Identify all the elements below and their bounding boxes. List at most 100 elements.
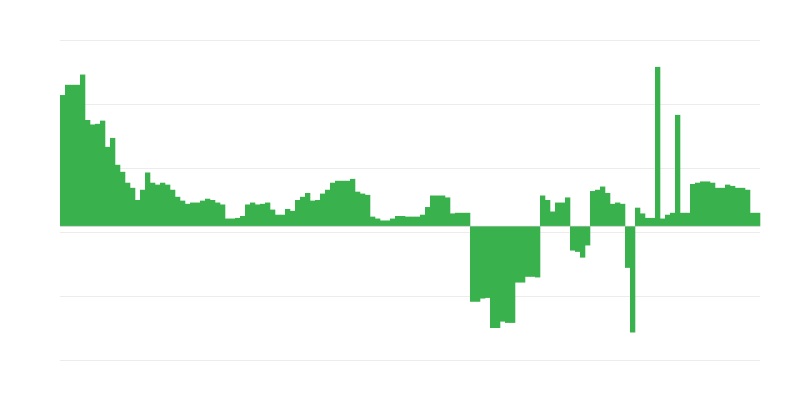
bar — [155, 184, 161, 227]
bar — [695, 182, 701, 227]
bar — [680, 212, 686, 227]
bar — [300, 196, 306, 227]
bars — [60, 66, 761, 333]
bar — [70, 84, 76, 227]
bar — [660, 218, 666, 227]
bar — [380, 220, 386, 227]
bar — [90, 124, 96, 227]
bar — [95, 123, 101, 227]
bar — [720, 187, 726, 227]
bar — [400, 216, 406, 227]
bar — [175, 196, 181, 227]
bar — [275, 214, 281, 227]
bar — [370, 216, 376, 227]
bar — [500, 226, 506, 322]
bar — [60, 95, 66, 227]
bar — [135, 200, 141, 227]
bar — [350, 178, 356, 227]
bar — [705, 181, 711, 227]
bar — [315, 200, 321, 227]
bar — [620, 203, 626, 227]
bar — [480, 226, 486, 299]
bar — [335, 180, 341, 227]
bar — [725, 184, 731, 227]
bar — [360, 193, 366, 227]
bar — [225, 218, 231, 227]
bar — [280, 214, 286, 227]
bar — [435, 195, 441, 227]
bar — [195, 202, 201, 227]
bar — [515, 226, 521, 283]
bar — [530, 226, 536, 277]
bar — [285, 208, 291, 227]
bar — [610, 203, 616, 227]
bar — [220, 204, 226, 227]
bar — [655, 66, 661, 227]
bar — [625, 226, 631, 268]
bar — [205, 198, 211, 227]
bar — [490, 226, 496, 328]
bar — [245, 204, 251, 227]
bar — [290, 210, 296, 227]
bar — [750, 212, 756, 227]
bar — [475, 226, 481, 302]
bar — [110, 137, 116, 227]
bar — [600, 186, 606, 227]
bar — [235, 217, 241, 227]
bar — [580, 226, 586, 258]
bar — [330, 182, 336, 227]
bar — [445, 197, 451, 227]
bar — [100, 120, 106, 227]
bar — [640, 213, 646, 227]
bar — [130, 187, 136, 227]
bar — [565, 197, 571, 227]
bar — [270, 209, 276, 227]
bar — [740, 187, 746, 227]
bar — [555, 202, 561, 227]
bar — [340, 180, 346, 227]
bar — [265, 202, 271, 227]
bar — [650, 217, 656, 227]
bar — [345, 180, 351, 227]
bar — [690, 184, 696, 227]
bar — [320, 193, 326, 227]
bar — [75, 84, 81, 227]
bar — [450, 213, 456, 227]
bar — [560, 202, 566, 227]
bar — [535, 226, 541, 278]
bar — [170, 189, 176, 227]
bar — [120, 171, 126, 227]
bar — [385, 220, 391, 227]
bar — [255, 204, 261, 227]
bar — [630, 226, 636, 333]
bar — [145, 172, 151, 227]
bar — [455, 212, 461, 227]
bar — [425, 207, 431, 227]
bar — [165, 184, 171, 227]
bar — [700, 181, 706, 227]
bar — [710, 182, 716, 227]
bar — [745, 189, 751, 227]
bar — [735, 187, 741, 227]
bar — [570, 226, 576, 251]
bar — [495, 226, 501, 328]
bar — [595, 189, 601, 227]
bar — [240, 216, 246, 227]
bar — [520, 226, 526, 283]
bar — [510, 226, 516, 323]
bar — [85, 120, 91, 227]
bar — [415, 216, 421, 227]
bar — [715, 187, 721, 227]
bar — [65, 84, 71, 227]
bar — [125, 182, 131, 227]
bar — [190, 202, 196, 227]
bar — [550, 211, 556, 227]
bar — [730, 185, 736, 227]
bar — [105, 146, 111, 227]
bar — [755, 212, 761, 227]
bar — [540, 195, 546, 227]
bar — [390, 218, 396, 227]
bar — [615, 202, 621, 227]
bar — [430, 195, 436, 227]
bar — [465, 212, 471, 227]
